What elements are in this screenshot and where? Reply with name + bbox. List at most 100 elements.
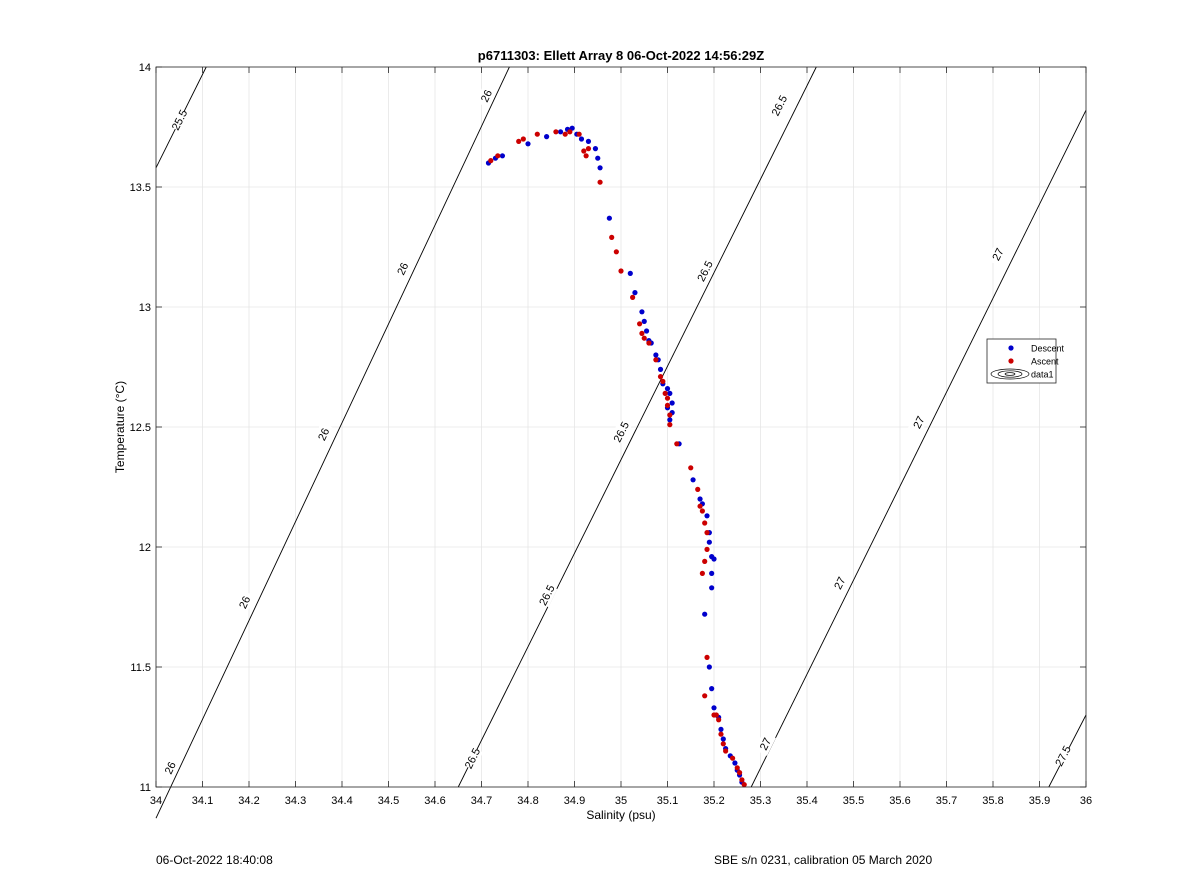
x-tick-label: 34.2 xyxy=(238,795,259,807)
point-descent xyxy=(711,556,717,562)
isopycnal-label-gap xyxy=(312,422,334,447)
x-tick-label: 35.8 xyxy=(982,795,1003,807)
point-descent xyxy=(711,705,717,711)
isopycnal-label: 27 xyxy=(990,246,1006,262)
point-ascent xyxy=(657,374,664,380)
point-ascent xyxy=(520,136,526,142)
x-tick-label: 36 xyxy=(1080,795,1092,807)
y-tick-label: 11 xyxy=(140,782,151,794)
point-ascent xyxy=(488,158,494,164)
point-ascent xyxy=(576,131,582,137)
chart-title: p6711303: Ellett Array 8 06-Oct-2022 14:… xyxy=(478,48,764,63)
point-descent xyxy=(632,290,638,296)
isopycnal-line xyxy=(750,110,1087,788)
point-ascent xyxy=(618,268,624,274)
point-ascent xyxy=(495,153,501,159)
point-descent xyxy=(697,496,703,502)
point-descent xyxy=(690,477,696,483)
isopycnal-label-gap xyxy=(693,258,716,284)
point-ascent xyxy=(646,340,652,346)
legend-label-ascent: Ascent xyxy=(1031,357,1059,367)
x-tick-label: 35.2 xyxy=(703,795,724,807)
isopycnal-label-gap xyxy=(828,570,851,596)
point-ascent xyxy=(734,765,740,771)
y-tick-label: 12.5 xyxy=(130,422,151,434)
point-descent xyxy=(585,138,592,144)
point-ascent xyxy=(699,570,705,577)
x-tick-label: 34.8 xyxy=(517,795,538,807)
isopycnal-label-gap xyxy=(754,731,776,756)
x-tick-label: 34.7 xyxy=(471,795,492,807)
x-tick-label: 35.6 xyxy=(889,795,910,807)
legend[interactable]: Descent Ascent data1 xyxy=(986,338,1065,384)
point-descent xyxy=(525,141,531,147)
point-descent xyxy=(709,570,715,577)
y-tick-label: 13.5 xyxy=(130,182,151,194)
point-ascent xyxy=(704,530,710,536)
point-descent xyxy=(627,270,633,276)
point-ascent xyxy=(720,741,726,747)
isopycnal-label: 26 xyxy=(316,427,332,443)
point-descent xyxy=(499,153,506,159)
point-ascent xyxy=(695,486,701,492)
legend-box xyxy=(986,338,1057,384)
isopycnal-label: 26 xyxy=(479,88,495,104)
point-ascent xyxy=(516,138,522,144)
x-tick-label: 35.3 xyxy=(750,795,771,807)
point-ascent xyxy=(664,402,671,408)
x-axis-label: Salinity (psu) xyxy=(586,808,655,822)
isopycnal-label: 26 xyxy=(395,261,411,277)
point-descent xyxy=(702,611,708,617)
point-ascent xyxy=(674,441,680,447)
point-descent xyxy=(709,686,715,692)
point-ascent xyxy=(585,146,592,152)
point-descent xyxy=(643,328,650,334)
point-descent xyxy=(667,417,673,423)
legend-marker-ascent xyxy=(1008,358,1014,364)
isopycnal-label-gap xyxy=(159,755,181,780)
point-ascent xyxy=(704,546,710,553)
point-ascent xyxy=(534,131,540,137)
point-descent xyxy=(544,134,550,140)
isopycnal-label: 26 xyxy=(237,595,253,611)
point-ascent xyxy=(688,465,694,471)
x-tick-label: 35.5 xyxy=(843,795,864,807)
point-ascent xyxy=(653,357,659,363)
isopycnal-label: 26 xyxy=(163,760,179,776)
isopycnal-label-gap xyxy=(768,93,790,118)
point-descent xyxy=(595,155,601,161)
point-ascent xyxy=(730,755,736,761)
point-ascent xyxy=(697,503,703,509)
point-ascent xyxy=(553,129,559,135)
isopycnal-label-gap xyxy=(1051,743,1074,768)
footer-calibration: SBE s/n 0231, calibration 05 March 2020 xyxy=(714,853,933,867)
point-descent xyxy=(606,215,612,221)
point-ascent xyxy=(699,508,705,514)
legend-label-descent: Descent xyxy=(1031,344,1065,354)
y-tick-label: 11.5 xyxy=(130,662,151,674)
x-tick-label: 34.1 xyxy=(192,795,213,807)
point-ascent xyxy=(664,395,671,401)
point-ascent xyxy=(609,234,615,240)
x-tick-label: 35 xyxy=(615,795,627,807)
isopycnal-label-gap xyxy=(475,83,497,108)
point-descent xyxy=(669,400,675,406)
point-ascent xyxy=(704,654,710,661)
point-ascent xyxy=(639,330,645,336)
point-ascent xyxy=(702,558,708,565)
isopycnal-line xyxy=(457,66,817,788)
x-tick-label: 35.4 xyxy=(796,795,817,807)
x-tick-label: 35.1 xyxy=(657,795,678,807)
isopycnal-label-gap xyxy=(391,256,414,281)
isopycnal-label-gap xyxy=(233,590,255,615)
isopycnal-label: 27 xyxy=(758,736,774,752)
point-ascent xyxy=(741,782,747,788)
point-descent xyxy=(704,513,710,519)
point-descent xyxy=(706,539,712,545)
point-ascent xyxy=(739,777,745,783)
point-ascent xyxy=(567,129,573,135)
isopycnal-label-gap xyxy=(986,242,1009,267)
point-descent xyxy=(653,352,659,358)
x-tick-label: 35.9 xyxy=(1029,795,1050,807)
isopycnal-label-gap xyxy=(907,410,930,435)
